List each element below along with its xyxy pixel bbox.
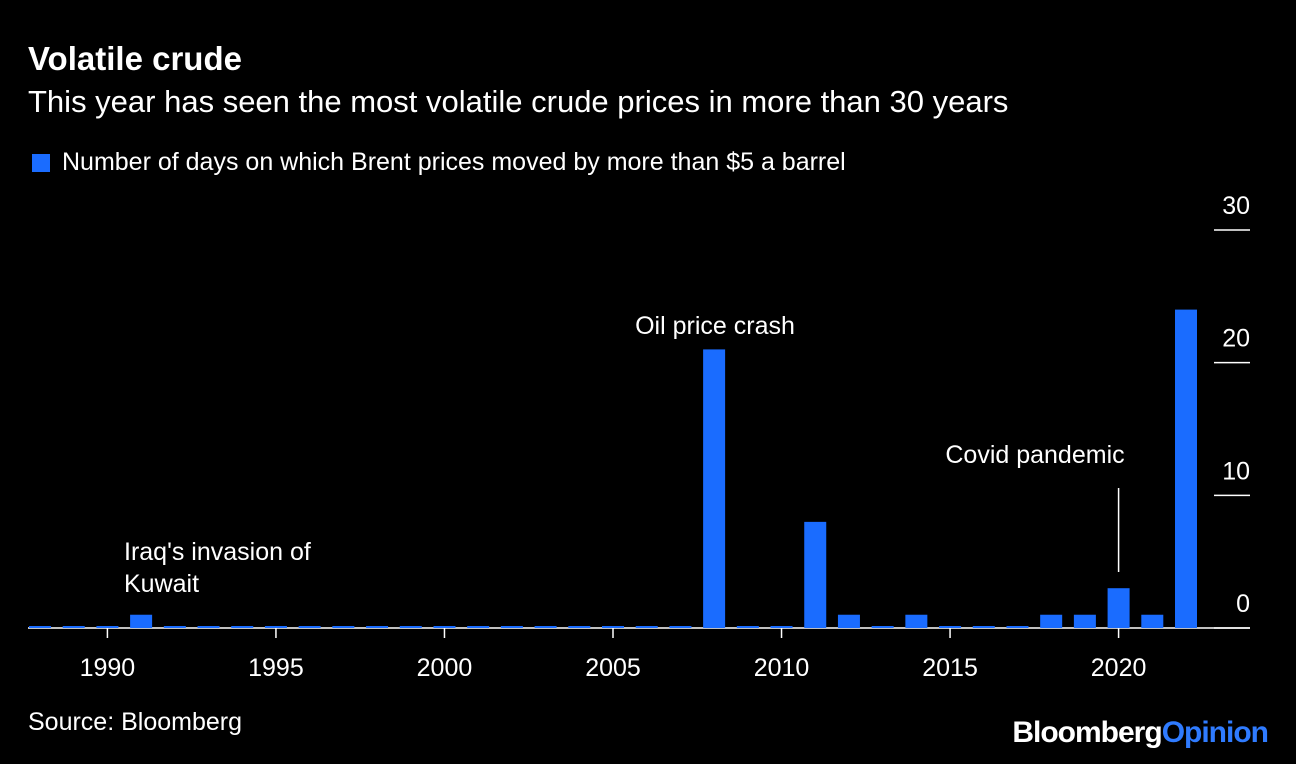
bar [837,614,860,628]
bar [534,626,557,628]
bar [264,626,287,628]
source-note: Source: Bloomberg [28,708,243,736]
bar [871,626,894,628]
brand-part-2: Opinion [1161,716,1269,749]
bar [130,614,153,628]
bar [568,626,591,628]
x-tick-label: 1990 [80,654,136,682]
bar [62,626,85,628]
annotation-label: Covid pandemic [945,441,1124,469]
brand-part-1: Bloomberg [1012,716,1162,749]
legend: Number of days on which Brent prices mov… [32,148,846,177]
bar [1141,614,1164,628]
y-tick-label: 0 [1236,590,1250,618]
bar [972,626,995,628]
bar [905,614,928,628]
bar [163,626,186,628]
bar [1175,309,1197,628]
bar [29,626,51,628]
x-tick-label: 2005 [585,654,641,682]
bar [467,626,490,628]
bar [939,626,962,628]
bar [703,349,726,628]
bar [231,626,254,628]
bar [602,626,624,628]
bar [669,626,692,628]
annotation-label: Iraq's invasion of [124,538,311,566]
bar [770,626,793,628]
x-tick-label: 2020 [1091,654,1147,682]
legend-swatch [32,153,50,172]
bar [399,626,422,628]
y-tick-label: 20 [1222,325,1250,353]
annotation-label: Oil price crash [635,312,795,340]
x-tick-label: 1995 [248,654,304,682]
chart-title: Volatile crude [28,40,242,77]
annotation-label: Kuwait [124,570,199,598]
x-tick-label: 2015 [922,654,978,682]
y-tick-label: 10 [1222,457,1250,485]
brand-logo: BloombergOpinion [1012,716,1269,750]
bar [433,626,456,628]
bar [804,521,827,628]
bar [1006,626,1029,628]
x-tick-label: 2000 [417,654,473,682]
bar [635,626,658,628]
bar [500,626,523,628]
chart-subtitle: This year has seen the most volatile cru… [28,84,1009,119]
bar [366,626,389,628]
y-tick-label: 30 [1222,192,1250,220]
bar [197,626,220,628]
x-tick-label: 2010 [754,654,810,682]
legend-label: Number of days on which Brent prices mov… [62,148,846,176]
bar [1107,588,1130,628]
bar [1073,614,1096,628]
bar [1040,614,1063,628]
bar [96,626,119,628]
bar [332,626,355,628]
bar [736,626,759,628]
bar [298,626,321,628]
